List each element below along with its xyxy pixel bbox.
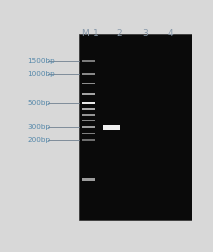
Text: 500bp: 500bp [27,100,50,106]
Text: 3: 3 [143,29,148,38]
Text: 2: 2 [116,29,122,38]
Bar [82,178,95,181]
Text: 1: 1 [93,29,99,38]
Bar [82,120,95,121]
Bar [82,127,95,128]
Bar [103,124,120,130]
Text: 4: 4 [167,29,173,38]
Bar [82,133,95,134]
Bar [79,34,192,220]
Text: 1500bp: 1500bp [27,58,55,64]
Bar [82,73,95,75]
Bar [82,114,95,115]
Bar [82,108,95,110]
Text: 1000bp: 1000bp [27,71,55,77]
Bar [82,83,95,84]
Bar [82,60,95,62]
Bar [82,93,95,95]
Text: 200bp: 200bp [27,137,50,143]
Bar [82,139,95,141]
Text: M: M [81,29,89,38]
Text: 300bp: 300bp [27,124,50,130]
Bar [82,102,95,104]
